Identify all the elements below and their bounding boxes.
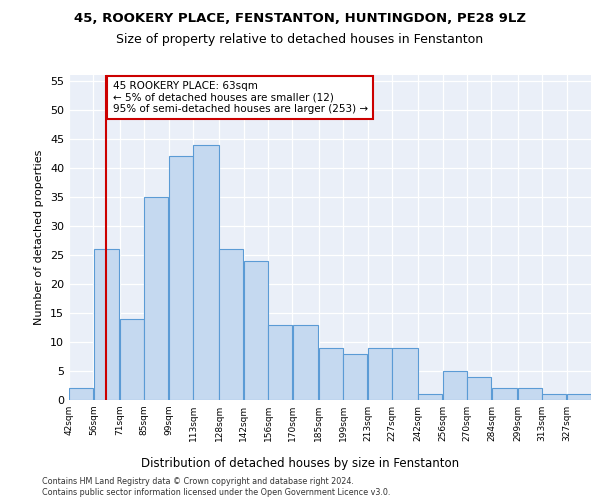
Bar [220, 249, 244, 400]
Bar [418, 394, 442, 400]
Bar [69, 388, 93, 400]
Text: 45 ROOKERY PLACE: 63sqm
← 5% of detached houses are smaller (12)
95% of semi-det: 45 ROOKERY PLACE: 63sqm ← 5% of detached… [113, 81, 368, 114]
Bar [169, 156, 193, 400]
Bar [542, 394, 566, 400]
Bar [193, 144, 219, 400]
Bar [518, 388, 542, 400]
Bar [94, 249, 119, 400]
Bar [467, 377, 491, 400]
Bar [268, 324, 292, 400]
Bar [368, 348, 392, 400]
Y-axis label: Number of detached properties: Number of detached properties [34, 150, 44, 325]
Bar [567, 394, 591, 400]
Text: Distribution of detached houses by size in Fenstanton: Distribution of detached houses by size … [141, 458, 459, 470]
Bar [244, 260, 268, 400]
Text: Size of property relative to detached houses in Fenstanton: Size of property relative to detached ho… [116, 32, 484, 46]
Bar [392, 348, 418, 400]
Text: Contains HM Land Registry data © Crown copyright and database right 2024.
Contai: Contains HM Land Registry data © Crown c… [42, 478, 391, 497]
Bar [145, 197, 168, 400]
Bar [120, 319, 144, 400]
Bar [443, 371, 467, 400]
Bar [492, 388, 517, 400]
Bar [293, 324, 319, 400]
Text: 45, ROOKERY PLACE, FENSTANTON, HUNTINGDON, PE28 9LZ: 45, ROOKERY PLACE, FENSTANTON, HUNTINGDO… [74, 12, 526, 26]
Bar [343, 354, 367, 400]
Bar [319, 348, 343, 400]
